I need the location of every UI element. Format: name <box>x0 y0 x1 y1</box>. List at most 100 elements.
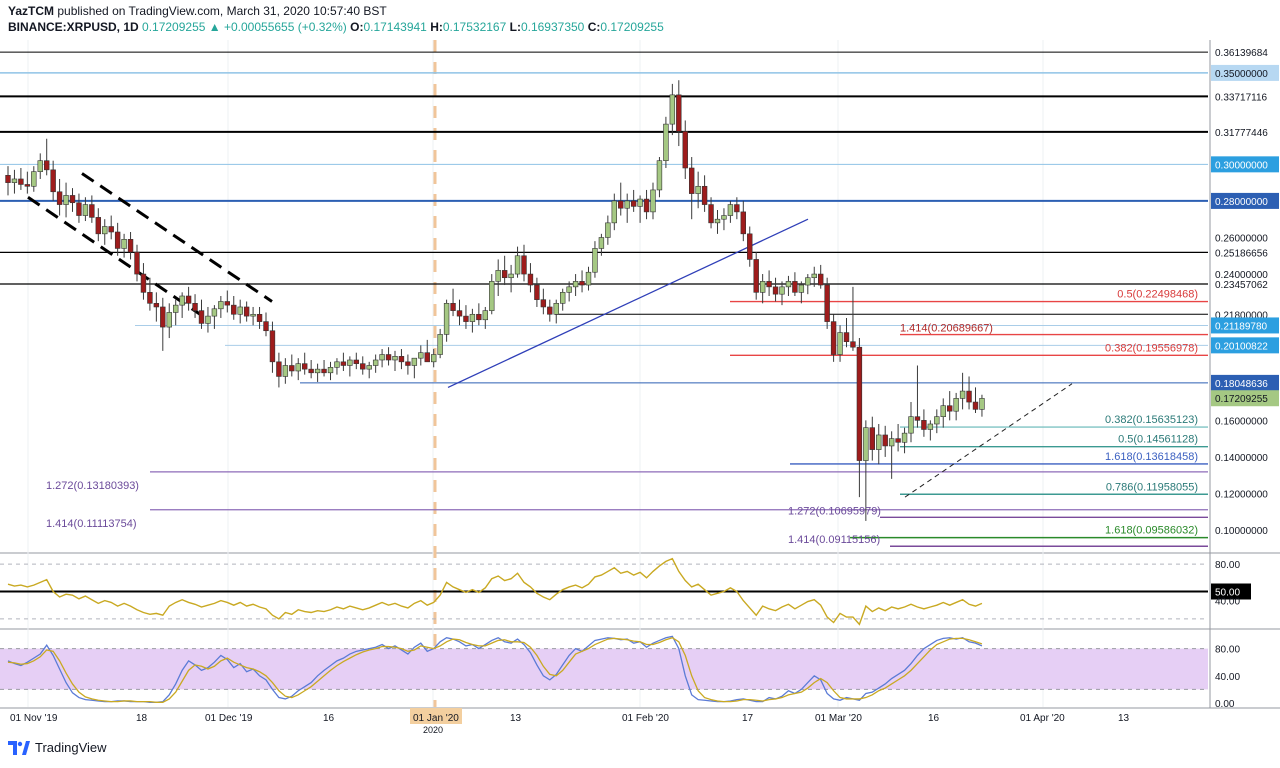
candle <box>798 281 805 304</box>
candle <box>676 80 682 147</box>
candle <box>972 387 979 414</box>
last-price: 0.17209255 <box>142 20 206 34</box>
candle <box>160 297 166 351</box>
candle <box>89 195 95 223</box>
candle <box>211 305 218 329</box>
fib-label: 0.5(0.22498468) <box>1117 289 1198 301</box>
candle-body <box>179 295 185 306</box>
candle-body <box>372 359 379 366</box>
candle-body <box>11 178 18 183</box>
price-tick-label: 0.14000000 <box>1215 453 1268 464</box>
candle <box>398 349 405 370</box>
candle-body <box>953 398 959 412</box>
candle-body <box>766 281 772 288</box>
candle-body <box>269 330 276 363</box>
candle <box>463 305 469 329</box>
candle-body <box>501 270 508 279</box>
footer-brand[interactable]: TradingView <box>8 740 107 755</box>
candle-body <box>463 315 469 322</box>
close-value: 0.17209255 <box>600 20 664 34</box>
candle-body <box>946 405 953 412</box>
candle <box>869 416 876 461</box>
candle <box>682 120 688 179</box>
candle-body <box>979 398 985 410</box>
candle <box>198 299 205 329</box>
candle <box>843 317 850 348</box>
candle <box>437 328 443 359</box>
candle-body <box>31 171 37 187</box>
candle-body <box>489 281 495 311</box>
candle <box>250 306 256 326</box>
candle <box>218 296 224 318</box>
candle <box>476 303 482 326</box>
candle <box>624 193 630 223</box>
candle-body <box>153 303 160 308</box>
price-tag <box>1211 64 1279 81</box>
price-tick-label: 0.18048636 <box>1215 379 1268 390</box>
candle <box>585 266 592 291</box>
candle-body <box>5 175 11 183</box>
candle <box>347 356 353 377</box>
candle <box>418 345 424 366</box>
candle-body <box>876 434 882 450</box>
candle <box>592 241 598 278</box>
candle-body <box>966 390 972 403</box>
candle-body <box>366 365 372 370</box>
candle <box>714 210 721 234</box>
candle-body <box>618 200 624 209</box>
rsi-tick-label: 80.00 <box>1215 560 1240 571</box>
candle <box>243 301 250 322</box>
candle <box>850 286 856 351</box>
candle-body <box>817 273 824 286</box>
candle <box>566 281 572 302</box>
candle-body <box>82 204 89 216</box>
author-name[interactable]: YazTCM <box>8 4 55 18</box>
candle <box>740 200 747 242</box>
price-change: ▲ +0.00055655 (+0.32%) <box>208 20 347 34</box>
candle <box>753 252 759 300</box>
price-tick-label: 0.24000000 <box>1215 270 1268 281</box>
candle <box>340 352 347 371</box>
candle-body <box>411 357 418 366</box>
candle <box>688 157 695 220</box>
candle-body <box>669 94 676 125</box>
candle-body <box>211 308 218 317</box>
price-tick-label: 0.33717116 <box>1215 92 1268 103</box>
candle-body <box>585 271 592 286</box>
candle <box>334 358 340 375</box>
fib-label: 1.414(0.11113754) <box>46 518 137 530</box>
candle-body <box>424 352 430 363</box>
candle-body <box>340 361 347 366</box>
fib-label: 0.786(0.11958055) <box>1106 481 1198 493</box>
candle <box>147 277 153 311</box>
price-tick-label: 0.28000000 <box>1215 197 1268 208</box>
candle <box>650 182 656 220</box>
candle <box>856 338 863 498</box>
candle-body <box>173 304 179 313</box>
fib-label: 1.414(0.09115156) <box>788 534 880 546</box>
candle <box>411 357 418 379</box>
candle <box>385 347 392 366</box>
candle <box>360 356 366 375</box>
candle <box>153 292 160 322</box>
rsi-tick-label: 40.00 <box>1215 597 1240 608</box>
candle-body <box>663 123 669 161</box>
candle-body <box>534 284 540 300</box>
symbol-label[interactable]: BINANCE:XRPUSD, 1D <box>8 20 139 34</box>
candle-body <box>908 416 914 434</box>
candle-body <box>959 390 966 399</box>
candle-body <box>792 281 798 293</box>
candle-body <box>147 292 153 304</box>
candle <box>372 354 379 373</box>
candle-body <box>237 306 243 315</box>
candle-body <box>863 427 869 461</box>
stoch-band <box>0 648 1208 690</box>
fib-label: 0.5(0.14561128) <box>1118 434 1198 446</box>
candle <box>734 197 740 220</box>
candle-body <box>682 131 688 169</box>
candle-body <box>418 352 424 359</box>
time-tag-label: 01 Jan '20 <box>413 713 459 724</box>
candle-body <box>37 160 43 172</box>
candle-body <box>798 284 805 293</box>
